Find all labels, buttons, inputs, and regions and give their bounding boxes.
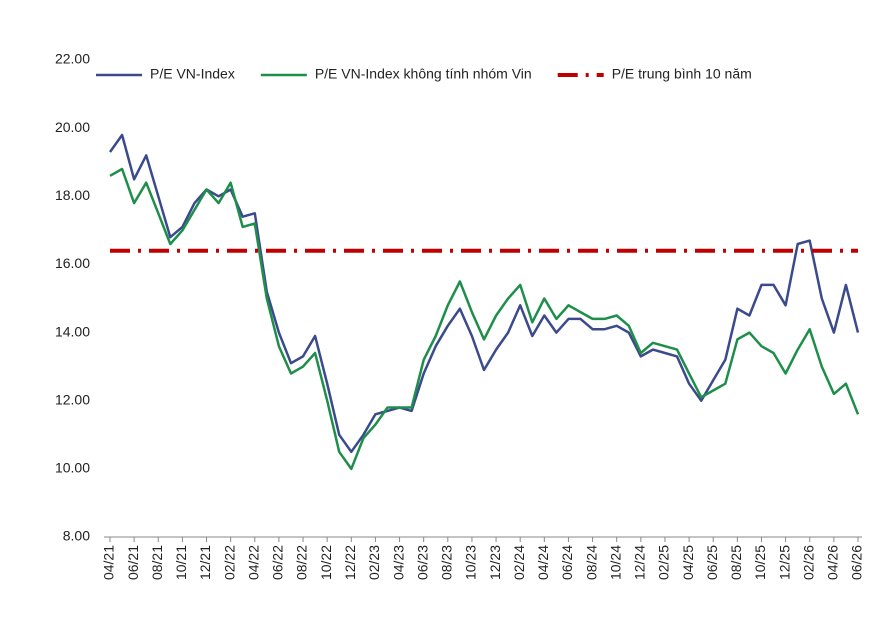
- x-tick-label: 08/23: [439, 545, 455, 580]
- y-tick-label: 22.00: [55, 51, 90, 67]
- x-tick-label: 02/26: [800, 545, 816, 580]
- series-line: [108, 133, 860, 454]
- x-tick-label: 06/23: [414, 545, 430, 580]
- x-tick-label: 08/21: [149, 545, 165, 580]
- y-tick-label: 18.00: [55, 187, 90, 203]
- x-tick-label: 06/22: [270, 545, 286, 580]
- legend-label: P/E trung bình 10 năm: [612, 66, 752, 82]
- y-tick-label: 14.00: [55, 323, 90, 339]
- x-tick-label: 02/23: [366, 545, 382, 580]
- x-tick-label: 08/24: [583, 545, 599, 580]
- x-tick-label: 04/22: [245, 545, 261, 580]
- y-tick-label: 16.00: [55, 255, 90, 271]
- x-tick-label: 10/23: [463, 545, 479, 580]
- x-tick-label: 12/21: [197, 545, 213, 580]
- x-tick-label: 12/25: [776, 545, 792, 580]
- x-tick-label: 12/24: [632, 545, 648, 580]
- x-tick-label: 02/22: [221, 545, 237, 580]
- x-tick-label: 10/24: [607, 545, 623, 580]
- x-tick-label: 08/25: [728, 545, 744, 580]
- x-tick-label: 04/23: [390, 545, 406, 580]
- y-tick-label: 12.00: [55, 391, 90, 407]
- y-tick-label: 20.00: [55, 119, 90, 135]
- x-tick-label: 04/25: [680, 545, 696, 580]
- x-tick-label: 10/21: [173, 545, 189, 580]
- x-tick-label: 04/26: [825, 545, 841, 580]
- series-line: [109, 167, 860, 471]
- x-tick-label: 02/24: [511, 545, 527, 580]
- x-tick-label: 08/22: [294, 545, 310, 580]
- x-tick-label: 10/25: [752, 545, 768, 580]
- x-tick-label: 04/24: [535, 545, 551, 580]
- x-tick-label: 10/22: [318, 545, 334, 580]
- x-tick-label: 06/24: [559, 545, 575, 580]
- x-tick-label: 12/22: [342, 545, 358, 580]
- y-tick-label: 8.00: [63, 528, 90, 544]
- x-tick-label: 12/23: [487, 545, 503, 580]
- x-tick-label: 06/25: [704, 545, 720, 580]
- legend-label: P/E VN-Index: [150, 66, 235, 82]
- y-tick-label: 10.00: [55, 460, 90, 476]
- x-tick-label: 06/21: [125, 545, 141, 580]
- x-tick-label: 02/25: [656, 545, 672, 580]
- x-tick-label: 04/21: [101, 545, 117, 580]
- legend-label: P/E VN-Index không tính nhóm Vin: [315, 66, 532, 82]
- x-tick-label: 06/26: [849, 545, 865, 580]
